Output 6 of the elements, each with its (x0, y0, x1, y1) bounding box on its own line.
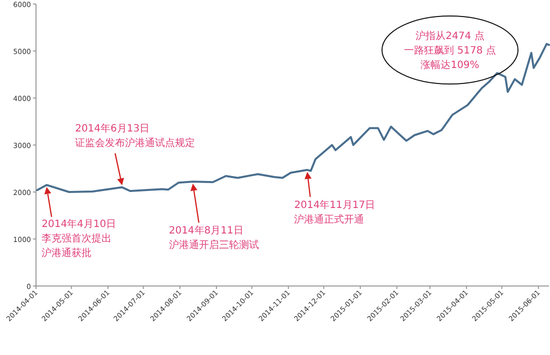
annotation: 2014年4月10日李克强首次提出沪港通获批 (42, 218, 116, 259)
annotation: 2014年11月17日沪港通正式开通 (294, 198, 376, 226)
annotation: 2014年8月11日沪港通开启三轮测试 (168, 224, 259, 252)
annotation: 沪指从2474 点一路狂飙到 5178 点涨幅达109% (404, 30, 496, 71)
annotation: 2014年6月13日证监会发布沪港通试点规定 (75, 122, 196, 149)
line-series (36, 42, 550, 193)
